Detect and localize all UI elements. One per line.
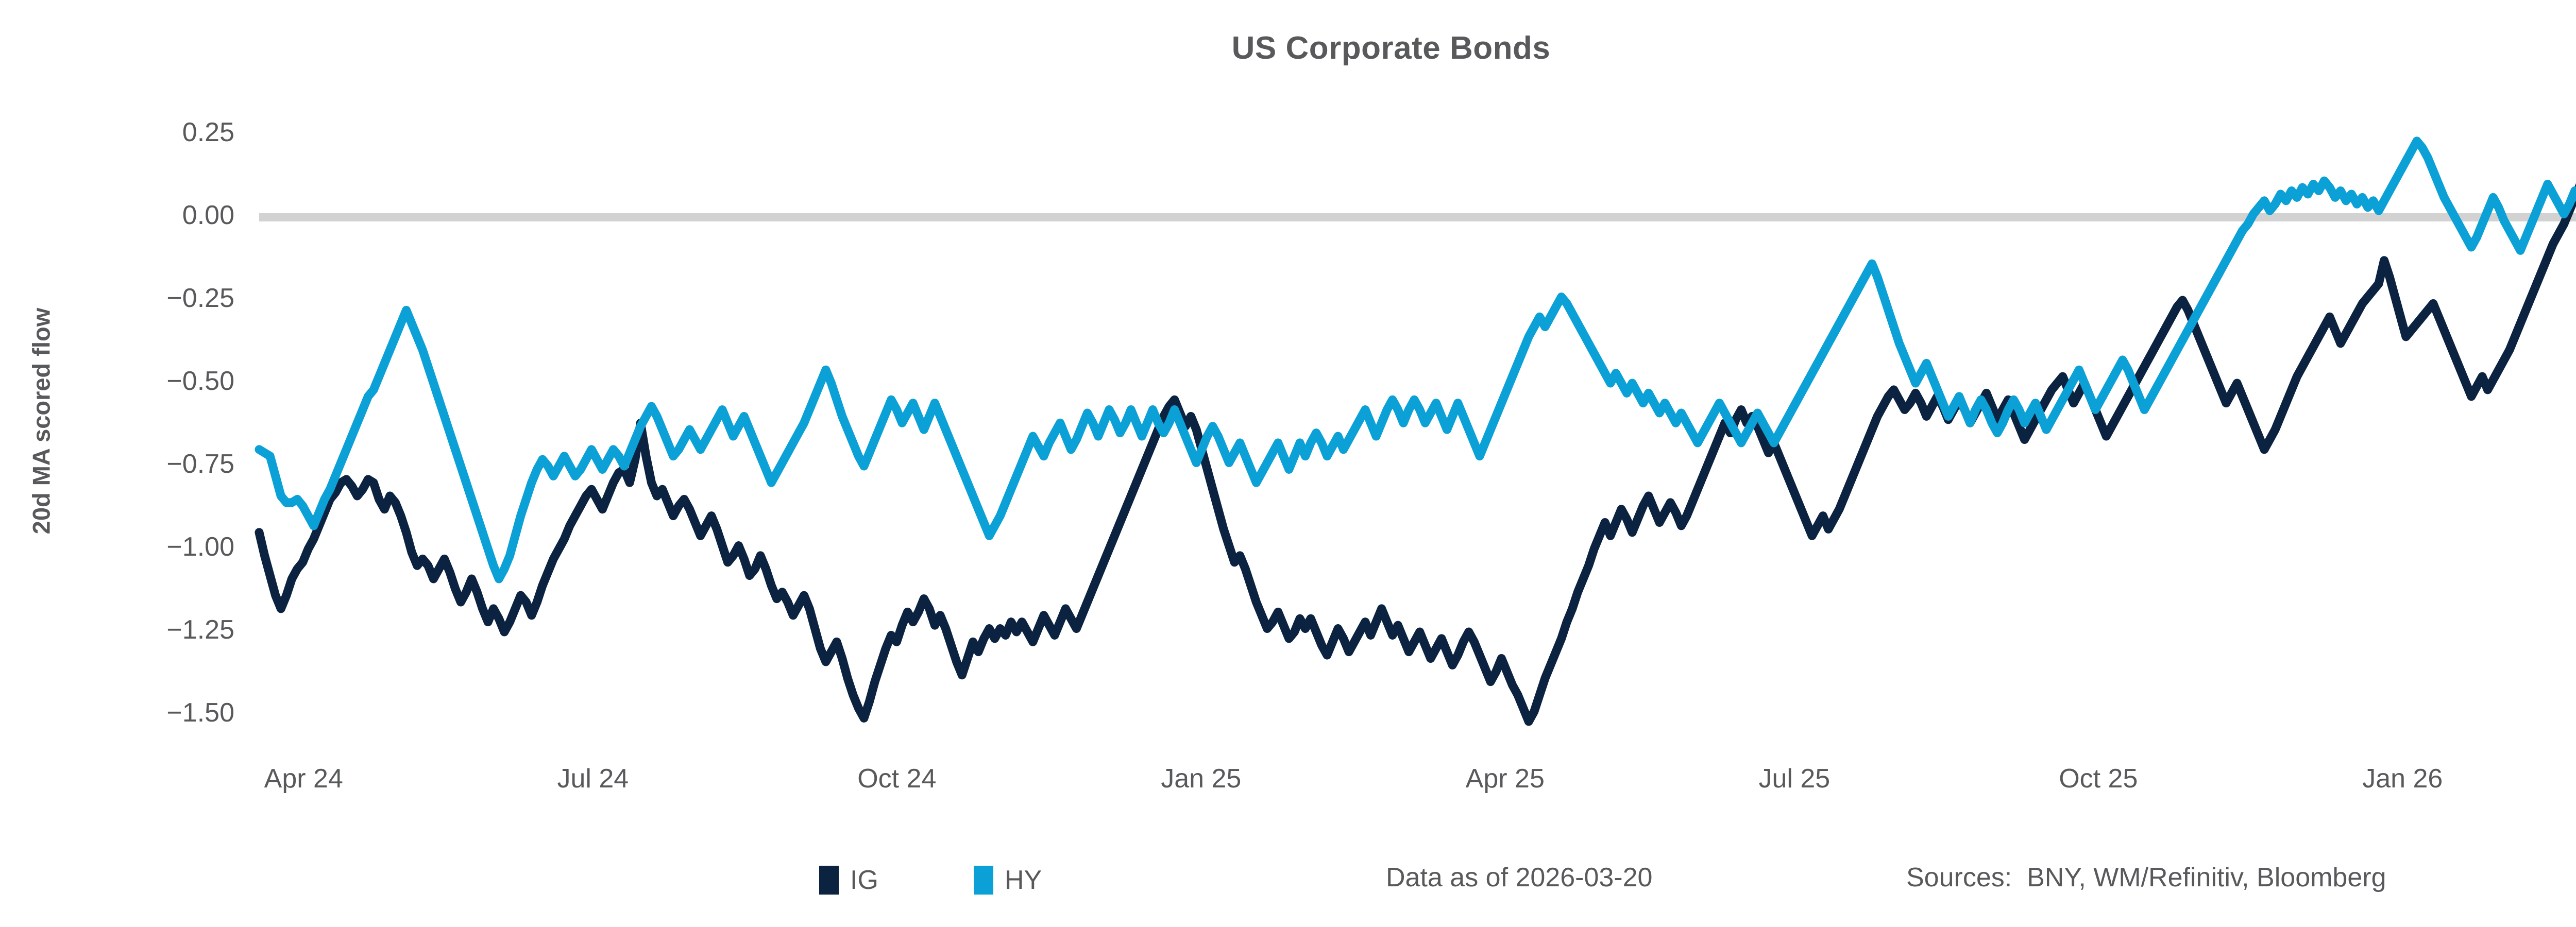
y-tick-label: 0.25 <box>182 117 234 147</box>
y-tick-label: −0.50 <box>166 366 234 396</box>
x-tick-label: Oct 24 <box>857 764 937 794</box>
legend-item-ig[interactable]: IG <box>819 864 878 896</box>
y-tick-label: −1.00 <box>166 532 234 562</box>
legend: IG HY Data as of 2026-03-20 Sources: BNY… <box>0 864 2576 905</box>
y-axis-ticks: 0.25 0.00 −0.25 −0.50 −0.75 −1.00 −1.25 −1.50 <box>80 0 234 927</box>
y-tick-label: −1.25 <box>166 615 234 645</box>
series-line-hy <box>255 136 2576 583</box>
legend-swatch-ig <box>819 866 839 895</box>
y-tick-label: 0.00 <box>182 200 234 230</box>
y-tick-label: −0.25 <box>166 283 234 313</box>
legend-label-hy: HY <box>1005 865 1042 895</box>
legend-label-ig: IG <box>850 865 878 895</box>
legend-swatch-hy <box>974 866 993 895</box>
x-tick-label: Jan 26 <box>2362 764 2443 794</box>
chart-title: US Corporate Bonds <box>1231 30 1551 66</box>
x-tick-label: Jul 25 <box>1758 764 1831 794</box>
sources-text: Sources: BNY, WM/Refinitiv, Bloomberg <box>1906 863 2386 892</box>
x-tick-label: Jan 25 <box>1161 764 1242 794</box>
data-as-of-text: Data as of 2026-03-20 <box>1386 863 1653 892</box>
x-tick-label: Oct 25 <box>2059 764 2138 794</box>
zero-reference-line <box>259 213 2576 221</box>
legend-item-hy[interactable]: HY <box>974 864 1042 896</box>
x-tick-label: Apr 25 <box>1465 764 1545 794</box>
series-line-ig <box>255 183 2576 726</box>
y-tick-label: −1.50 <box>166 698 234 728</box>
x-tick-label: Jul 24 <box>557 764 629 794</box>
x-tick-label: Apr 24 <box>264 764 343 794</box>
y-tick-label: −0.75 <box>166 449 234 479</box>
